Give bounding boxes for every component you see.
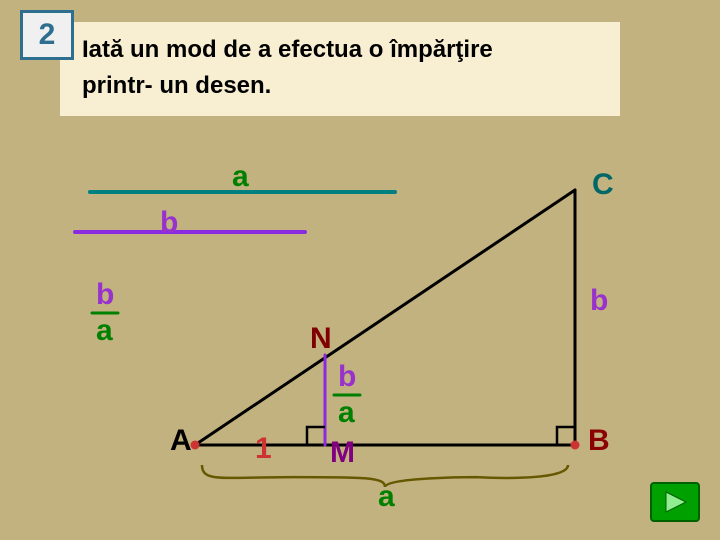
label-a-brace: a — [378, 480, 395, 514]
title-box: Iată un mod de a efectua o împărţire pri… — [60, 22, 620, 116]
label-B: B — [588, 424, 610, 458]
label-C: C — [592, 168, 614, 202]
label-a-top: a — [232, 160, 249, 194]
play-icon — [662, 490, 688, 514]
label-one: 1 — [255, 432, 272, 466]
next-button[interactable] — [650, 482, 700, 522]
label-M: M — [330, 436, 355, 470]
label-b-right: b — [590, 284, 608, 318]
stage: Iată un mod de a efectua o împărţire pri… — [0, 0, 720, 540]
label-frac-a: a — [96, 314, 113, 348]
label-b-top: b — [160, 206, 178, 240]
label-A: A — [170, 424, 192, 458]
badge-text: 2 — [39, 18, 56, 52]
exercise-number-badge: 2 — [20, 10, 74, 60]
title-line1: Iată un mod de a efectua o împărţire — [82, 36, 493, 63]
label-frac-b: b — [96, 278, 114, 312]
label-N: N — [310, 322, 332, 356]
label-mfrac-b: b — [338, 360, 356, 394]
label-mfrac-a: a — [338, 396, 355, 430]
title-line2: printr- un desen. — [82, 72, 271, 99]
